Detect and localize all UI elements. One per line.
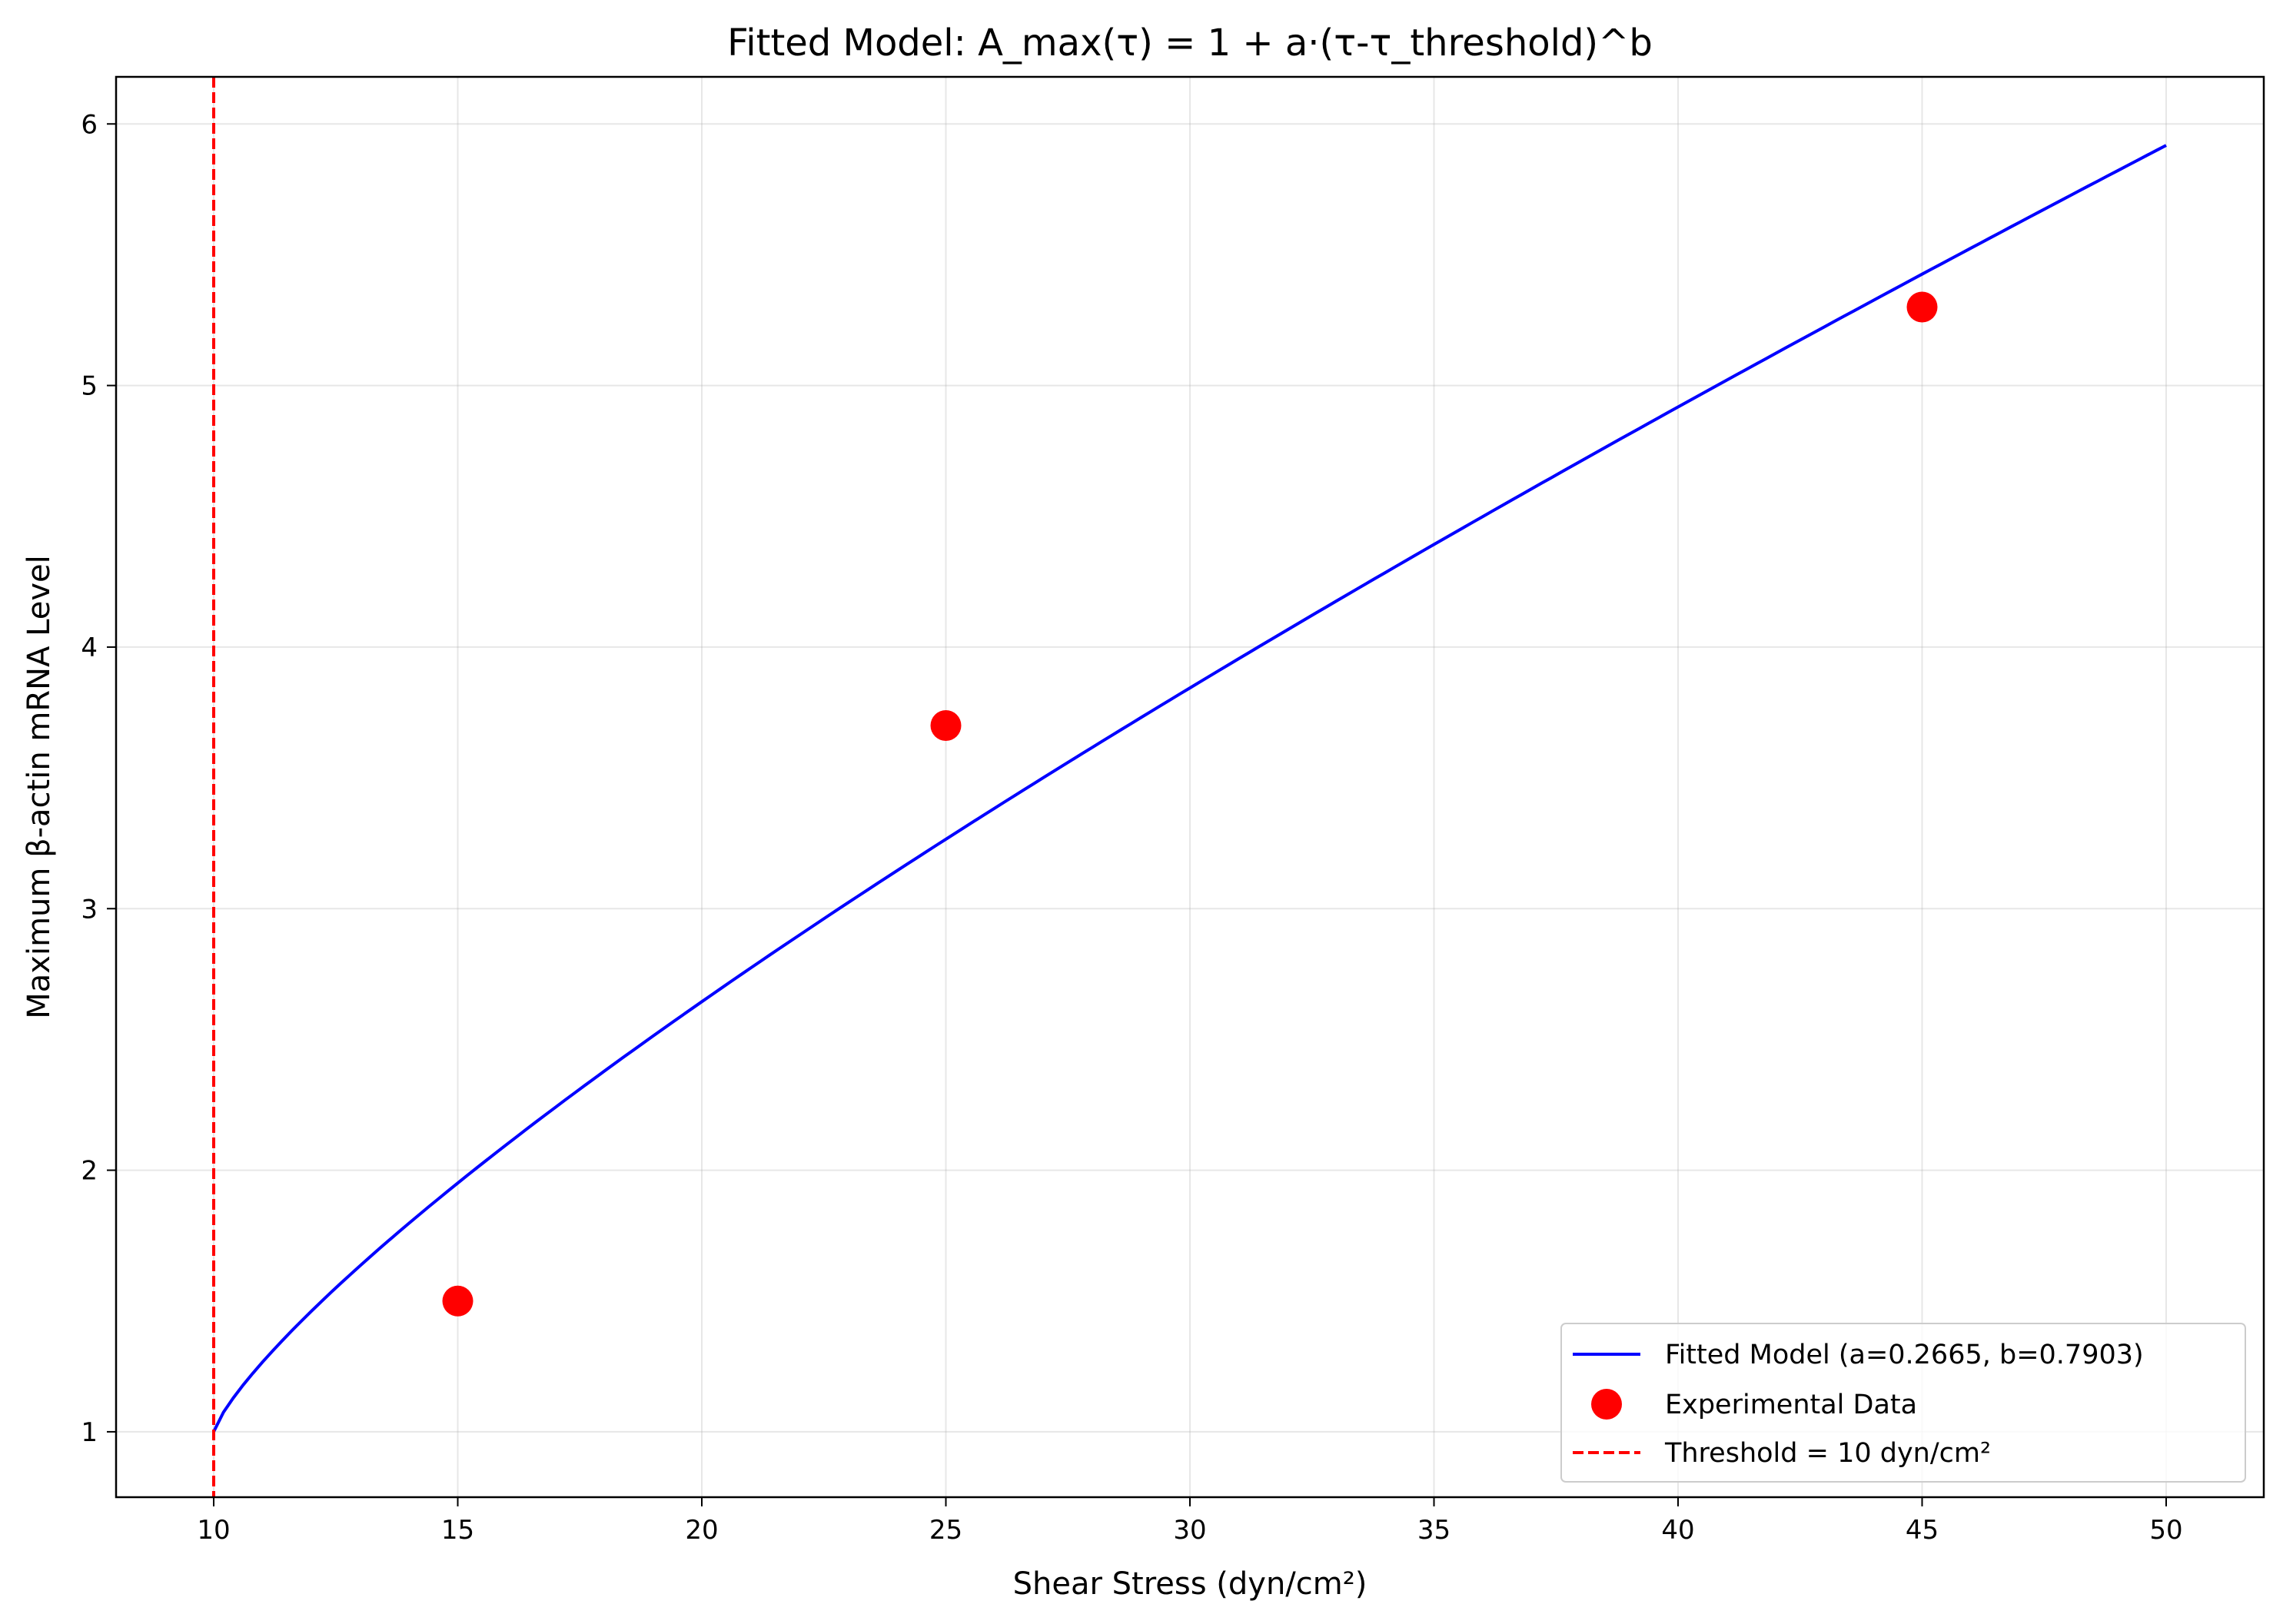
legend-label-threshold: Threshold = 10 dyn/cm² [1664,1438,1991,1469]
plot-area-background [116,77,2264,1497]
x-axis-label: Shear Stress (dyn/cm²) [1013,1566,1367,1602]
y-axis-label: Maximum β-actin mRNA Level [22,555,57,1018]
plot-layer [212,77,2167,1497]
x-tick-label: 50 [2149,1515,2182,1546]
grid [116,77,2264,1497]
y-axis-ticks: 1 2 3 4 5 6 [81,109,116,1448]
x-tick-label: 20 [685,1515,718,1546]
y-tick-label: 2 [81,1156,98,1187]
legend-marker-swatch [1591,1389,1622,1420]
y-tick-label: 1 [81,1417,98,1448]
y-tick-label: 5 [81,371,98,402]
legend-label-experimental-data: Experimental Data [1665,1390,1917,1420]
x-tick-label: 10 [197,1515,230,1546]
chart-title: Fitted Model: A_max(τ) = 1 + a·(τ-τ_thre… [727,22,1653,65]
x-tick-label: 35 [1417,1515,1451,1546]
legend-label-fitted-model: Fitted Model (a=0.2665, b=0.7903) [1665,1340,2144,1370]
x-tick-label: 25 [929,1515,962,1546]
y-tick-label: 6 [81,109,98,140]
legend-box [1560,1323,2246,1483]
y-tick-label: 4 [81,633,98,663]
x-tick-label: 30 [1173,1515,1206,1546]
x-tick-label: 15 [441,1515,474,1546]
data-point [1906,291,1938,323]
x-tick-label: 40 [1661,1515,1694,1546]
data-point [442,1285,474,1317]
data-point [930,710,962,742]
fitted-model-line [212,144,2167,1433]
x-tick-label: 45 [1906,1515,1939,1546]
legend: Fitted Model (a=0.2665, b=0.7903) Experi… [1560,1323,2246,1483]
y-tick-label: 3 [81,894,98,925]
x-axis-ticks: 10 15 20 25 30 35 40 45 50 [197,1497,2183,1546]
